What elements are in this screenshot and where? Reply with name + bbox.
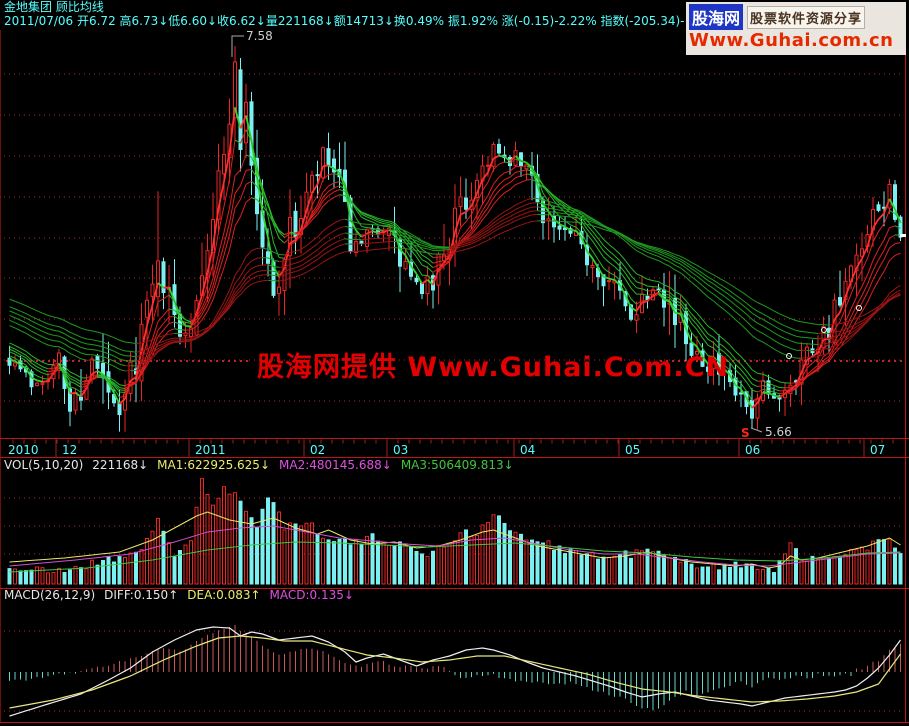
x-axis-month-label: 04 [520,443,535,457]
vol-ma1-value: MA1:622925.625↓ [157,458,270,472]
macd-dea-value: DEA:0.083↑ [187,588,261,602]
gmma-layer [9,107,902,409]
trough-price-label: 5.66 [765,425,792,439]
signal-markers [786,305,862,359]
vol-ma2-value: MA2:480145.688↓ [279,458,392,472]
x-axis-month-label: 12 [62,443,77,457]
x-axis-month-label: 05 [625,443,640,457]
x-axis-month-label: 06 [745,443,760,457]
last-price-tick [900,234,906,237]
logo-tagline: 股票软件资源分享 [747,5,866,29]
x-axis-month-label: 03 [393,443,408,457]
logo-site-name: 股海网 [689,4,744,30]
x-axis-month-label: 02 [310,443,325,457]
guhai-logo-banner[interactable]: 股海网 股票软件资源分享 Www.Guhai.com.cn [686,2,906,55]
peak-price-label: 7.58 [246,29,273,43]
macd-value: MACD:0.135↓ [269,588,354,602]
stock-title: 金地集团 顾比均线 [4,0,104,14]
macd-indicator-name: MACD(26,12,9) [4,588,96,602]
watermark-text: 股海网提供 Www.Guhai.Com.CN [257,352,730,383]
vol-indicator-name: VOL(5,10,20) [4,458,84,472]
x-axis-month-label: 2011 [195,443,226,457]
x-axis-month-label: 2010 [8,443,39,457]
macd-diff-value: DIFF:0.150↑ [104,588,179,602]
volume-layer [7,478,903,585]
macd-layer [9,624,901,717]
logo-url: Www.Guhai.com.cn [689,30,894,51]
macd-indicator-header: MACD(26,12,9) DIFF:0.150↑ DEA:0.083↑ MACD:0… [4,589,363,602]
sell-signal-marker: S [741,426,750,440]
annotation-layer: 7.58 5.66 S [231,29,906,440]
vol-ma3-value: MA3:506409.813↓ [400,458,514,472]
x-axis: 2010 12 2011 02 03 04 05 06 07 [8,439,894,457]
quote-info-line: 2011/07/06 开6.72 高6.73↓低6.60↓收6.62↓量2211… [4,15,684,28]
frame-layer [0,30,909,723]
x-axis-month-label: 07 [870,443,885,457]
volume-indicator-header: VOL(5,10,20) 221168↓ MA1:622925.625↓ MA2:48… [4,459,523,472]
vol-current-value: 221168↓ [92,458,149,472]
logo-top-row: 股海网 股票软件资源分享 [689,4,903,30]
